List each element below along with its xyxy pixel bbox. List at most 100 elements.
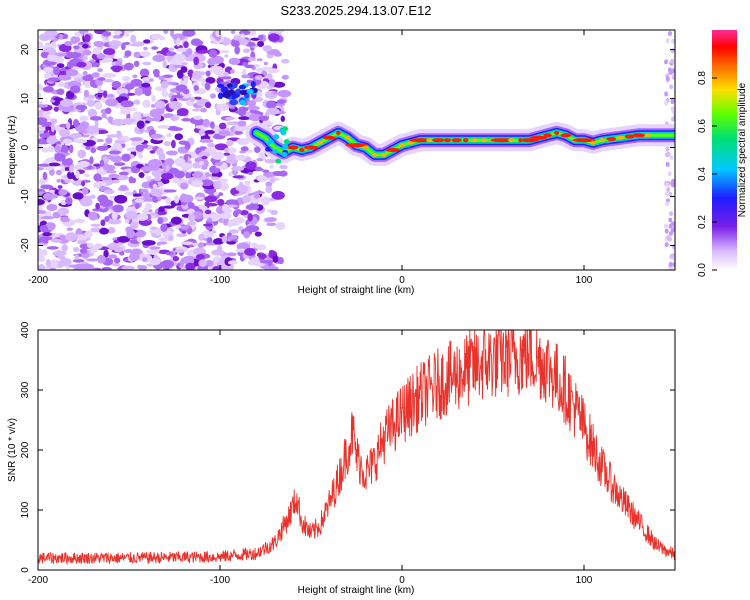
noise-blob <box>202 118 210 127</box>
ridge-peak <box>644 133 651 138</box>
noise-blob <box>276 99 287 104</box>
noise-blob <box>193 85 199 92</box>
noise-blob <box>99 199 114 207</box>
noise-blob <box>665 146 670 152</box>
noise-blob <box>281 74 289 80</box>
noise-blob <box>279 164 288 170</box>
noise-blob <box>82 70 88 76</box>
noise-blob <box>42 249 48 256</box>
noise-blob <box>47 145 55 153</box>
noise-blob <box>200 179 214 187</box>
noise-blob <box>69 164 74 173</box>
noise-blob <box>227 260 238 265</box>
noise-blob <box>191 171 204 178</box>
noise-blob <box>667 67 672 73</box>
noise-blob <box>228 57 241 66</box>
noise-blob <box>38 91 42 100</box>
noise-blob <box>161 90 169 98</box>
ridge-peak <box>426 138 433 143</box>
noise-blob <box>245 224 260 233</box>
noise-blob <box>103 189 115 195</box>
ridge-peak <box>529 135 548 140</box>
noise-blob <box>165 164 170 172</box>
noise-blob <box>187 30 193 35</box>
noise-blob <box>48 162 61 167</box>
snr-xtick-label: -100 <box>210 575 230 586</box>
noise-blob <box>149 257 161 266</box>
noise-blob <box>666 234 671 240</box>
noise-blob <box>667 171 672 177</box>
snr-ytick-label: 300 <box>20 381 31 398</box>
noise-blob <box>56 178 62 183</box>
snr-xlabel: Height of straight line (km) <box>298 585 415 596</box>
noise-blob <box>57 74 72 81</box>
noise-blob <box>82 186 89 195</box>
noise-blob <box>74 218 86 224</box>
ridge-peak <box>572 138 596 143</box>
noise-blob <box>670 58 675 64</box>
noise-blob <box>156 242 162 246</box>
noise-blob <box>199 138 214 143</box>
noise-blob <box>99 159 105 167</box>
noise-blob <box>82 43 89 49</box>
noise-blob <box>265 100 277 109</box>
noise-blob <box>214 143 228 151</box>
noise-blob <box>112 142 122 149</box>
noise-blob <box>92 208 105 212</box>
noise-blob <box>666 151 671 157</box>
noise-blob <box>671 68 675 74</box>
noise-blob <box>114 139 126 144</box>
noise-blob <box>670 227 675 233</box>
noise-blob <box>669 84 674 90</box>
ridge-peak <box>444 138 451 143</box>
cluster-blob <box>239 89 248 96</box>
noise-blob <box>120 119 131 124</box>
noise-blob <box>163 30 169 35</box>
noise-blob <box>226 240 236 245</box>
noise-blob <box>107 226 116 234</box>
noise-blob <box>277 256 284 265</box>
noise-blob <box>42 192 54 201</box>
noise-blob <box>65 157 73 166</box>
noise-blob <box>38 209 47 214</box>
noise-blob <box>45 36 56 40</box>
noise-blob <box>72 119 80 128</box>
noise-blob <box>79 121 90 129</box>
noise-blob <box>225 252 237 257</box>
noise-blob <box>72 45 80 50</box>
noise-blob <box>49 70 55 77</box>
noise-blob <box>85 145 92 150</box>
snr-xtick-label: -200 <box>28 575 48 586</box>
noise-blob <box>225 158 239 164</box>
ridge-peak <box>617 135 624 140</box>
noise-blob <box>227 219 233 228</box>
noise-blob <box>130 78 143 87</box>
noise-blob <box>171 139 176 149</box>
noise-blob <box>183 41 189 49</box>
noise-blob <box>247 171 253 175</box>
noise-blob <box>215 30 221 38</box>
noise-blob <box>139 51 151 58</box>
noise-blob <box>107 218 122 225</box>
noise-blob <box>102 164 116 171</box>
noise-blob <box>669 211 674 217</box>
noise-blob <box>66 171 75 180</box>
noise-blob <box>240 33 245 39</box>
noise-blob <box>132 41 145 46</box>
noise-blob <box>187 69 194 78</box>
noise-blob <box>38 198 45 206</box>
noise-blob <box>267 259 273 267</box>
noise-blob <box>279 170 288 177</box>
noise-blob <box>224 54 229 58</box>
noise-blob <box>92 248 98 253</box>
ridge-peak <box>590 140 597 145</box>
noise-blob <box>668 217 673 223</box>
noise-blob <box>173 53 186 63</box>
noise-blob <box>149 150 156 154</box>
noise-blob <box>38 126 46 132</box>
cluster-blob <box>217 83 225 88</box>
noise-blob <box>205 259 214 267</box>
noise-blob <box>103 79 115 83</box>
noise-blob <box>141 165 153 172</box>
